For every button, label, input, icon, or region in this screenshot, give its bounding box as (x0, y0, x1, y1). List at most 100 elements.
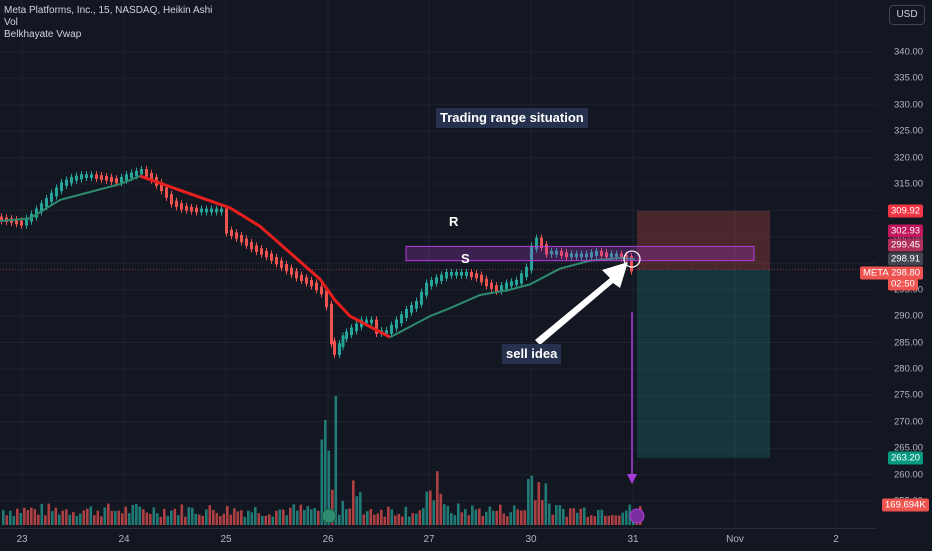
candle-body (310, 279, 313, 287)
symbol-price-tag: META (860, 266, 892, 280)
vwap-line-green (389, 256, 636, 339)
candle-body (385, 330, 388, 334)
candle-body (265, 250, 268, 258)
volume-bar (110, 510, 114, 525)
volume-bar (285, 515, 289, 525)
volume-bar (558, 505, 562, 525)
price-axis[interactable]: 340.00335.00330.00325.00320.00315.00310.… (860, 0, 932, 528)
volume-bar (58, 514, 61, 525)
volume-bar (44, 515, 47, 525)
time-label: 25 (220, 534, 232, 545)
volume-bar (383, 516, 387, 525)
annotation-sell-idea[interactable]: sell idea (502, 344, 562, 364)
vwap-indicator-label[interactable]: Belkhayate Vwap (4, 29, 82, 40)
reward-zone (637, 269, 770, 458)
candle-body (175, 200, 178, 208)
volume-bar (138, 506, 142, 525)
volume-bar (282, 509, 285, 525)
candle-body (0, 216, 3, 222)
candle-body (210, 208, 213, 213)
candle-body (625, 254, 628, 260)
volume-bar (397, 513, 401, 525)
volume-bar (362, 514, 366, 525)
price-tick: 275.00 (894, 389, 924, 401)
volume-bar (478, 508, 481, 525)
volume-bar (268, 514, 271, 525)
candle-body (580, 253, 583, 258)
volume-bar (618, 515, 621, 525)
time-axis[interactable]: 23 24 25 26 27 30 31 Nov 2 (0, 528, 876, 551)
candle-body (215, 208, 218, 213)
candle-body (365, 319, 368, 324)
volume-bar (51, 511, 54, 525)
volume-bar (593, 516, 597, 525)
volume-bar (12, 515, 16, 525)
volume-bar (306, 505, 310, 525)
volume-bar (159, 516, 163, 525)
currency-button[interactable]: USD (889, 5, 925, 25)
candle-body (585, 253, 588, 258)
candle-body (285, 264, 288, 272)
candle-body (260, 248, 263, 255)
candle-body (120, 176, 123, 184)
symbol-title[interactable]: Meta Platforms, Inc., 15, NASDAQ, Heikin… (4, 5, 213, 16)
volume-bar (54, 507, 58, 525)
volume-bar (551, 514, 555, 525)
time-label: Nov (726, 534, 744, 545)
candle-body (115, 178, 118, 184)
volume-bar (240, 510, 243, 525)
candle-body (400, 314, 403, 324)
candle-body (325, 290, 328, 308)
volume-bar (250, 512, 254, 525)
volume-bar (261, 515, 264, 525)
highlight-circle (623, 250, 641, 268)
volume-bar (520, 510, 523, 525)
volume-bar (527, 478, 530, 525)
volume-bar (2, 510, 5, 525)
volume-bar (68, 514, 72, 525)
candle-body (395, 319, 398, 329)
volume-bar (331, 489, 334, 525)
price-tag-target-high: 309.92 (888, 204, 924, 218)
volume-bar (65, 509, 68, 525)
chart-legend: Meta Platforms, Inc., 15, NASDAQ, Heikin… (4, 5, 212, 41)
candle-body (330, 303, 333, 345)
price-tag-last: 298.80 (888, 266, 924, 280)
candle-body (35, 208, 38, 218)
annotation-resistance[interactable]: R (449, 214, 459, 229)
volume-bar (415, 513, 418, 525)
candle-body (333, 340, 336, 355)
volume-bar (481, 515, 485, 525)
lightning-event-icon (629, 508, 645, 524)
volume-bar (408, 516, 411, 525)
volume-bar (271, 516, 275, 525)
candle-body (185, 205, 188, 211)
candle-body (145, 169, 148, 177)
candle-body (40, 203, 43, 213)
annotation-trading-range[interactable]: Trading range situation (436, 108, 588, 128)
volume-bar (254, 506, 257, 525)
candle-body (200, 208, 203, 213)
volume-bar (376, 513, 380, 525)
volume-bar (198, 514, 201, 525)
candle-body (315, 282, 318, 291)
volume-bar (625, 510, 628, 525)
volume-bar (166, 515, 170, 525)
volume-bar (152, 507, 156, 525)
price-chart[interactable] (0, 0, 876, 528)
volume-bar (523, 510, 527, 525)
volume-bar (327, 450, 331, 525)
volume-bar (422, 508, 425, 525)
volume-indicator-label[interactable]: Vol (4, 17, 18, 28)
volume-bar (215, 513, 219, 525)
candle-body (245, 238, 248, 246)
volume-bar (317, 510, 320, 525)
candle-body (500, 285, 503, 292)
volume-bar (474, 509, 478, 525)
annotation-support[interactable]: S (461, 251, 470, 266)
candle-body (570, 253, 573, 258)
candle-body (470, 272, 473, 278)
volume-bar (173, 508, 177, 525)
candle-body (15, 219, 18, 225)
